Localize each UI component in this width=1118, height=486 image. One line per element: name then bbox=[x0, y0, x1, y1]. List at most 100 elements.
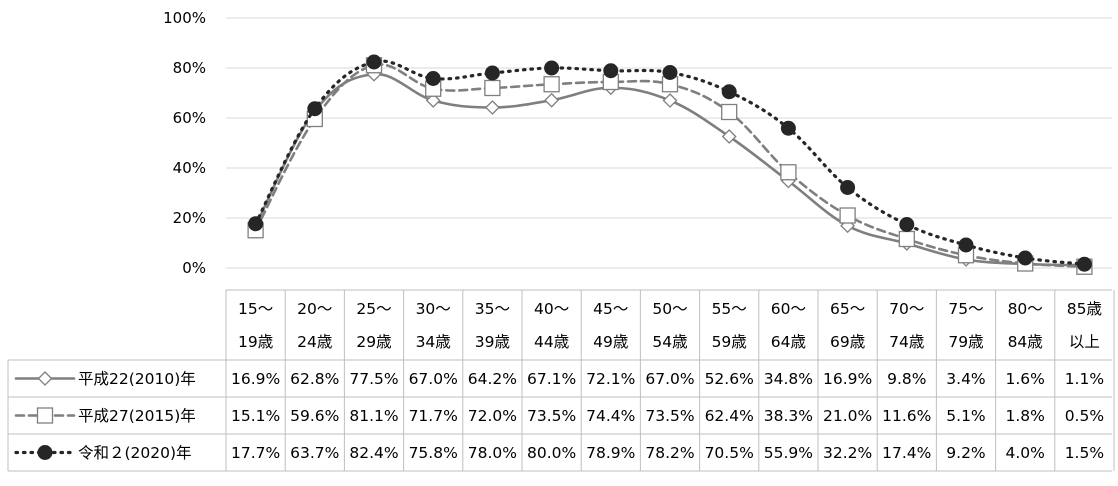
data-table-value: 1.6% bbox=[1005, 369, 1045, 388]
x-category-label: 30～ bbox=[415, 300, 451, 318]
gridlines bbox=[226, 17, 1112, 269]
data-table-value: 73.5% bbox=[526, 406, 577, 425]
data-point-square bbox=[36, 407, 54, 424]
legend-keys bbox=[14, 371, 76, 460]
data-table-value: 34.8% bbox=[763, 369, 814, 388]
data-table-value: 67.1% bbox=[526, 369, 577, 388]
data-point-circle bbox=[366, 54, 382, 70]
x-category-label: 80～ bbox=[1007, 300, 1043, 318]
data-point-circle bbox=[899, 217, 915, 232]
data-table-value: 80.0% bbox=[526, 443, 577, 462]
legend-series-name: 平成22(2010)年 bbox=[78, 369, 196, 388]
data-table-value: 64.2% bbox=[467, 369, 518, 388]
data-point-circle bbox=[958, 237, 974, 253]
y-tick-label: 60% bbox=[173, 109, 206, 127]
data-table-value: 32.2% bbox=[822, 443, 873, 462]
data-point-circle bbox=[307, 101, 323, 117]
data-table-value: 62.4% bbox=[704, 406, 754, 425]
data-table-value: 71.7% bbox=[408, 406, 458, 425]
y-tick-label: 80% bbox=[173, 59, 206, 77]
x-category-label: 40～ bbox=[533, 300, 570, 318]
data-table-value: 73.5% bbox=[645, 406, 695, 425]
data-point-circle bbox=[1076, 256, 1092, 272]
data-point-square bbox=[484, 79, 501, 97]
data-point-diamond bbox=[425, 93, 441, 108]
data-point-diamond bbox=[37, 371, 53, 386]
y-tick-label: 0% bbox=[182, 259, 206, 277]
data-table-value: 4.0% bbox=[1005, 443, 1045, 462]
y-axis-ticks: 0% 20% 40% 60% 80% 100% bbox=[163, 9, 206, 277]
data-table-value: 62.8% bbox=[290, 369, 340, 388]
x-category-label: 39歳 bbox=[474, 333, 510, 351]
data-table-value: 0.5% bbox=[1064, 406, 1105, 425]
y-tick-label: 100% bbox=[163, 9, 206, 27]
x-category-label: 60～ bbox=[770, 300, 806, 318]
data-table-value: 78.0% bbox=[467, 443, 518, 462]
data-point-circle bbox=[662, 65, 678, 80]
data-table-value: 78.9% bbox=[586, 443, 636, 462]
legend-series-name: 平成27(2015)年 bbox=[78, 406, 196, 425]
data-point-circle bbox=[1017, 250, 1033, 266]
data-table-value: 21.0% bbox=[822, 406, 873, 425]
data-table-value: 38.3% bbox=[763, 406, 814, 425]
data-point-circle bbox=[544, 60, 560, 76]
data-table-value: 67.0% bbox=[408, 369, 458, 388]
data-table-value: 15.1% bbox=[230, 406, 281, 425]
data-table-value: 16.9% bbox=[230, 369, 281, 388]
data-point-diamond bbox=[721, 129, 737, 144]
data-point-square bbox=[780, 164, 797, 181]
x-category-label: 25～ bbox=[356, 300, 392, 318]
data-table-value: 82.4% bbox=[349, 443, 399, 462]
data-table-value: 77.5% bbox=[349, 369, 399, 388]
data-point-circle bbox=[780, 120, 796, 136]
data-point-square bbox=[839, 207, 856, 224]
x-category-label: 64歳 bbox=[770, 333, 806, 351]
data-table-value: 16.9% bbox=[822, 369, 873, 388]
x-category-label: 以上 bbox=[1068, 333, 1100, 351]
data-table-value: 75.8% bbox=[408, 443, 458, 462]
data-point-circle bbox=[603, 63, 619, 79]
data-table-value: 70.5% bbox=[704, 443, 754, 462]
data-table-value: 67.0% bbox=[645, 369, 695, 388]
data-point-circle bbox=[721, 84, 737, 100]
series-line bbox=[254, 59, 1086, 266]
x-category-label: 20～ bbox=[297, 300, 333, 318]
data-table-value: 9.2% bbox=[946, 443, 986, 462]
x-category-label: 29歳 bbox=[356, 333, 392, 351]
x-category-label: 70～ bbox=[889, 300, 925, 318]
data-table-value: 72.0% bbox=[467, 406, 518, 425]
data-table-value: 3.4% bbox=[946, 369, 986, 388]
data-point-circle bbox=[248, 216, 264, 232]
data-table-value: 17.7% bbox=[230, 443, 281, 462]
data-table-value: 72.1% bbox=[586, 369, 636, 388]
data-point-square bbox=[543, 76, 560, 93]
data-point-diamond bbox=[484, 100, 500, 115]
data-point-diamond bbox=[662, 93, 678, 108]
data-point-circle bbox=[484, 65, 500, 81]
data-table-value: 63.7% bbox=[290, 443, 340, 462]
x-category-label: 50～ bbox=[652, 300, 688, 318]
x-category-label: 19歳 bbox=[237, 333, 274, 351]
x-category-label: 15～ bbox=[237, 300, 274, 318]
x-category-label: 65～ bbox=[829, 300, 866, 318]
x-category-label: 35～ bbox=[474, 300, 510, 318]
data-point-diamond bbox=[544, 92, 560, 108]
x-category-label: 79歳 bbox=[948, 333, 984, 351]
data-table-value: 5.1% bbox=[946, 406, 986, 425]
data-table-value: 1.5% bbox=[1064, 443, 1105, 462]
series-3 bbox=[248, 54, 1092, 272]
data-table-value: 9.8% bbox=[887, 369, 927, 388]
data-table-value: 17.4% bbox=[882, 443, 932, 462]
data-table-value: 74.4% bbox=[586, 406, 636, 425]
data-table-value: 55.9% bbox=[763, 443, 814, 462]
x-category-label: 44歳 bbox=[533, 333, 570, 351]
x-category-label: 85歳 bbox=[1066, 300, 1102, 318]
x-category-label: 54歳 bbox=[652, 333, 688, 351]
data-point-circle bbox=[840, 180, 856, 195]
data-point-circle bbox=[37, 445, 53, 460]
data-table-value: 52.6% bbox=[704, 369, 754, 388]
x-category-label: 24歳 bbox=[297, 333, 333, 351]
data-point-square bbox=[898, 230, 915, 248]
data-table-grid bbox=[7, 289, 1115, 472]
